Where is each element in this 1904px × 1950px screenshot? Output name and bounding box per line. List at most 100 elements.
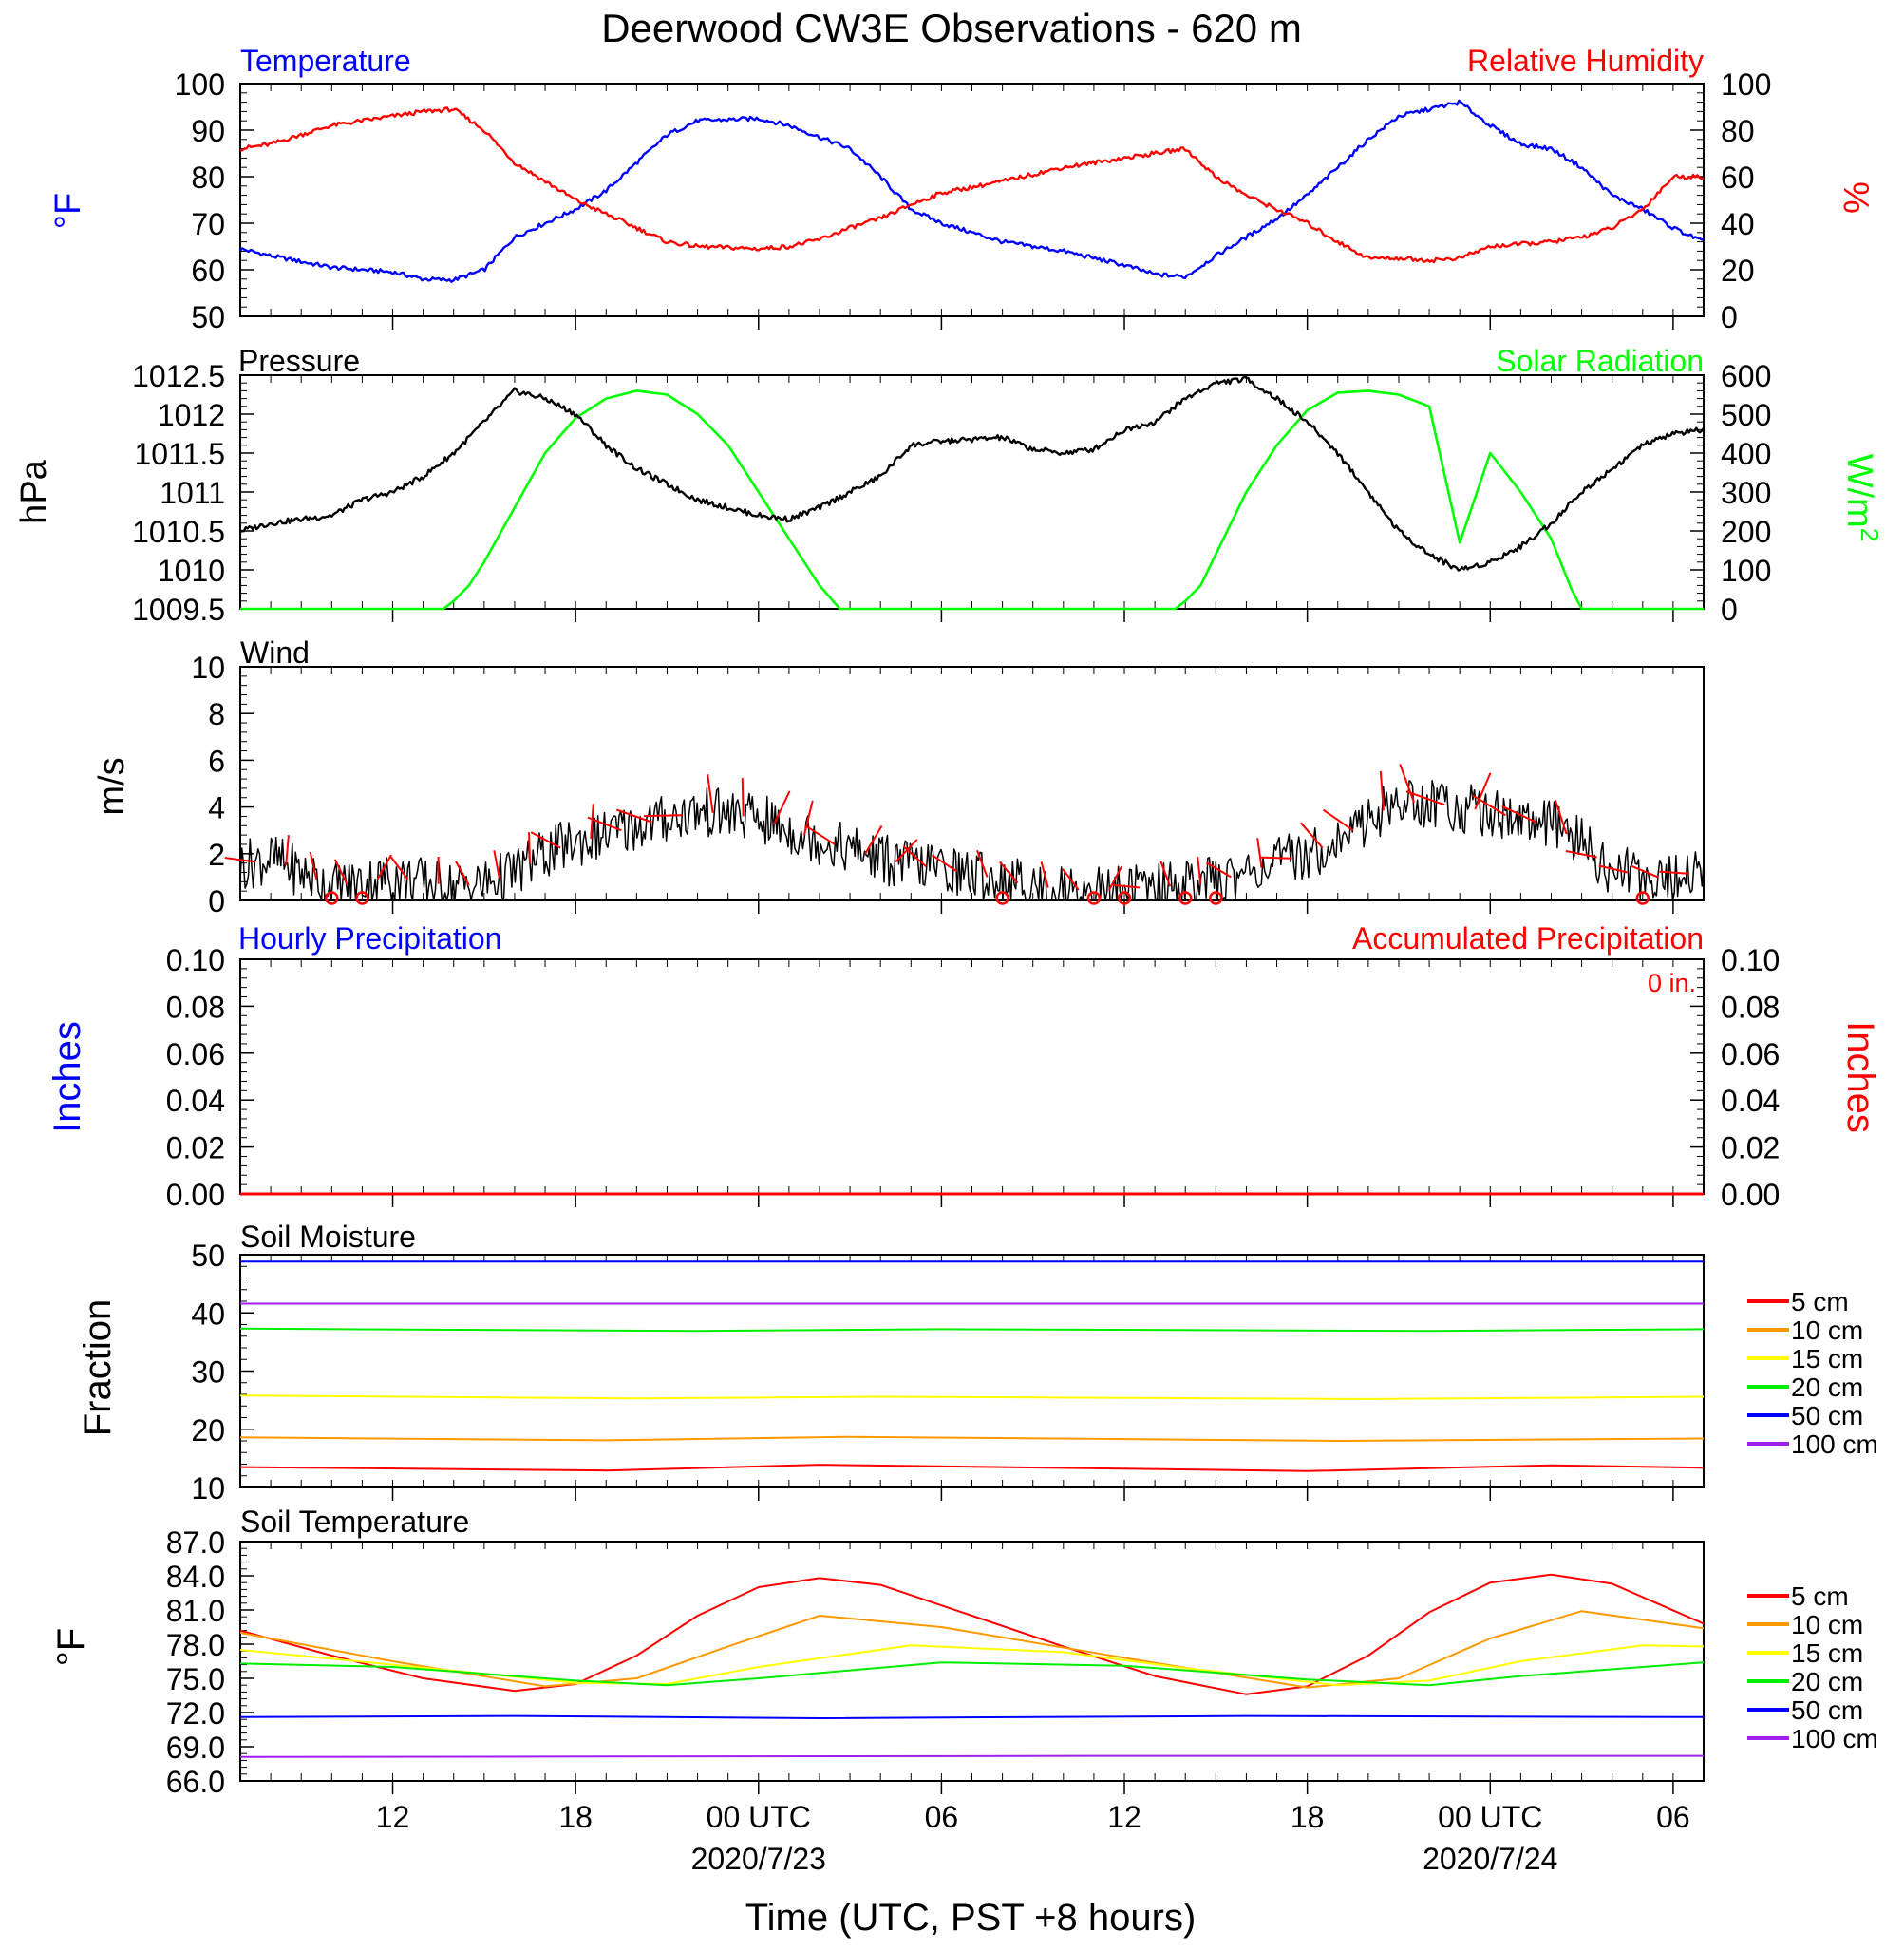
wind-barb xyxy=(376,854,392,880)
ytick-label: 87.0 xyxy=(166,1525,225,1560)
wind-barb xyxy=(1405,790,1445,806)
wind-barb xyxy=(1197,857,1202,884)
ytick-label: 100 xyxy=(175,67,225,102)
pressure-solar-plot xyxy=(239,374,1705,622)
wind-barb xyxy=(1206,861,1232,879)
ytick-label: 81.0 xyxy=(166,1594,225,1628)
xtick-label: 18 xyxy=(1291,1800,1325,1834)
ytick-label: 10 xyxy=(191,651,225,685)
ytick-label: 0.00 xyxy=(166,1178,225,1212)
soil-temperature-yticks: 66.069.072.075.078.081.084.087.0 xyxy=(166,1525,254,1799)
ytick-label: 20 xyxy=(1721,254,1755,288)
wind-barb xyxy=(1040,861,1049,888)
wind-barb xyxy=(1062,868,1080,891)
pressure-yticks: 1009.5 1010 1010.5 1011 1011.5 1012 1012.5 xyxy=(132,359,254,627)
calm-wind-marker xyxy=(355,891,369,905)
hourly-precip-unit: Inches xyxy=(47,1021,88,1133)
wind-barb xyxy=(1256,838,1263,868)
ytick-label: 0.10 xyxy=(166,943,225,977)
ytick-label: 50 xyxy=(191,300,225,334)
legend-label: 15 cm xyxy=(1791,1344,1863,1373)
wind-barb xyxy=(805,824,836,845)
series-5-cm xyxy=(239,1573,1705,1695)
wind-barb xyxy=(1474,772,1492,810)
plot-frame xyxy=(239,374,1705,610)
ytick-label: 78.0 xyxy=(166,1628,225,1662)
ytick-label: 1012.5 xyxy=(132,359,225,393)
wind-barb xyxy=(1598,864,1628,874)
wind-barb xyxy=(493,850,500,879)
precip-yticks-left: 0.00 0.02 0.04 0.06 0.08 0.10 xyxy=(166,943,254,1212)
solar-unit: W/m2 xyxy=(1839,454,1884,542)
wind-barb xyxy=(1565,849,1597,859)
wind-barb xyxy=(590,804,594,839)
xtick-label: 12 xyxy=(1107,1800,1141,1834)
plot-frame xyxy=(239,1254,1705,1488)
humidity-unit: % xyxy=(1836,181,1876,214)
ytick-label: 75.0 xyxy=(166,1662,225,1696)
x-axis-title: Time (UTC, PST +8 hours) xyxy=(745,1897,1197,1939)
calm-wind-marker xyxy=(995,891,1009,905)
ytick-label: 0.10 xyxy=(1721,943,1780,977)
wind-barb xyxy=(1631,864,1659,879)
precip-yticks-right: 0.00 0.02 0.04 0.06 0.08 0.10 xyxy=(1690,943,1780,1212)
xtick-date-label: 2020/7/23 xyxy=(691,1842,826,1876)
ytick-label: 0 xyxy=(208,884,225,918)
soil-temperature-unit: °F xyxy=(50,1628,92,1666)
xtick-label: 00 UTC xyxy=(1438,1800,1542,1834)
wind-barb xyxy=(309,851,318,880)
series-temperature xyxy=(239,99,1705,283)
panel-pressure-solar: Pressure Solar Radiation hPa W/m2 1009.5… xyxy=(14,344,1884,627)
series-5-cm xyxy=(239,1464,1705,1472)
legend-label: 5 cm xyxy=(1791,1581,1849,1611)
ytick-label: 10 xyxy=(191,1471,225,1505)
ytick-label: 200 xyxy=(1721,515,1771,549)
ytick-label: 2 xyxy=(208,838,225,872)
ytick-label: 100 xyxy=(1721,67,1771,102)
wind-barb xyxy=(864,825,883,855)
ytick-label: 1012 xyxy=(158,398,225,432)
ytick-label: 600 xyxy=(1721,359,1771,393)
plot-frame xyxy=(239,958,1705,1195)
ytick-label: 4 xyxy=(208,791,225,825)
legend-label: 10 cm xyxy=(1791,1316,1863,1345)
humidity-yticks: 0 20 40 60 80 100 xyxy=(1690,67,1771,334)
pressure-title: Pressure xyxy=(238,344,360,378)
wind-barb xyxy=(1379,770,1385,811)
figure-title: Deerwood CW3E Observations - 620 m xyxy=(601,6,1302,50)
series-solar-radiation xyxy=(240,389,1704,611)
series-relative-humidity xyxy=(239,106,1705,264)
plot-frame xyxy=(239,83,1705,317)
wind-barb xyxy=(976,849,989,878)
series-10-cm xyxy=(239,1435,1705,1442)
xtick-label: 06 xyxy=(925,1800,959,1834)
calm-wind-marker xyxy=(1086,891,1102,905)
legend-label: 15 cm xyxy=(1791,1638,1863,1668)
ytick-label: 6 xyxy=(208,744,225,778)
ytick-label: 80 xyxy=(191,161,225,195)
wind-barb xyxy=(741,778,745,817)
legend-label: 20 cm xyxy=(1791,1667,1863,1696)
wind-barb xyxy=(1472,794,1506,817)
soil-temperature-title: Soil Temperature xyxy=(240,1505,469,1539)
hourly-precip-title: Hourly Precipitation xyxy=(238,921,501,956)
ytick-label: 50 xyxy=(191,1239,225,1273)
temperature-unit: °F xyxy=(48,193,88,229)
ytick-label: 0.08 xyxy=(166,990,225,1024)
ytick-label: 84.0 xyxy=(166,1560,225,1594)
ytick-label: 60 xyxy=(191,254,225,288)
wind-barb xyxy=(333,859,349,885)
ytick-label: 500 xyxy=(1721,398,1771,432)
wind-barb xyxy=(615,808,652,824)
ytick-label: 300 xyxy=(1721,476,1771,510)
wind-barb xyxy=(707,773,714,813)
ytick-label: 0.04 xyxy=(166,1084,225,1118)
wind-barb xyxy=(802,800,814,836)
humidity-title: Relative Humidity xyxy=(1467,44,1704,78)
ytick-label: 90 xyxy=(191,114,225,148)
legend-label: 5 cm xyxy=(1791,1287,1849,1316)
ytick-label: 0.06 xyxy=(1721,1037,1780,1071)
wind-barb xyxy=(389,856,409,880)
